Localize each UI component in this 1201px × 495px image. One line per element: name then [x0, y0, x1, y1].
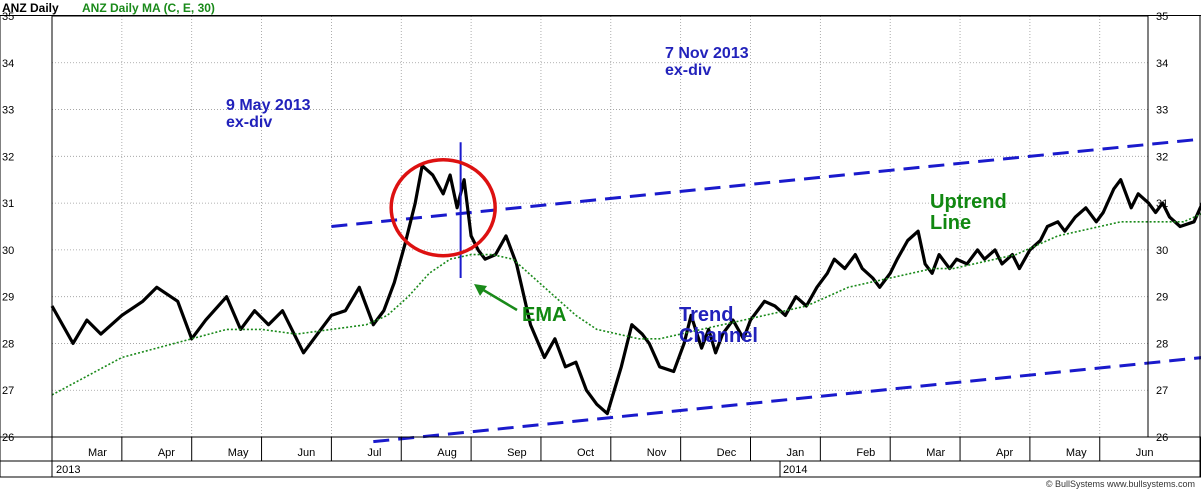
- trend-line-channel-lower: [373, 356, 1201, 444]
- price-series-line: [50, 164, 1201, 416]
- ema-arrow-shaft: [479, 286, 518, 312]
- annotation-trend-channel: Trend Channel: [679, 304, 758, 347]
- month-label: Apr: [158, 447, 175, 459]
- y-tick-label-right: 30: [1156, 245, 1168, 257]
- plot-lines: [50, 137, 1201, 444]
- y-tick-label-left: 34: [2, 58, 14, 70]
- month-label: Mar: [926, 447, 945, 459]
- month-label: Oct: [577, 447, 594, 459]
- month-label: Feb: [856, 447, 875, 459]
- y-tick-label-right: 31: [1156, 198, 1168, 210]
- y-tick-label-left: 29: [2, 292, 14, 304]
- ema-arrow-head: [474, 284, 487, 296]
- year-label: 2013: [56, 464, 80, 476]
- y-tick-label-right: 33: [1156, 105, 1168, 117]
- axes: 26 26 27 27 28 28 29 29 30 30 31 31 32 32 33 33 34 34 35 35…: [0, 11, 1201, 478]
- month-label: Aug: [437, 447, 457, 459]
- copyright-notice: © BullSystems www.bullsystems.com: [1045, 479, 1195, 489]
- annotation-uptrend-line: Uptrend Line: [930, 191, 1007, 234]
- month-label: Jun: [298, 447, 316, 459]
- month-label: May: [228, 447, 249, 459]
- highlight-circle-may: [389, 158, 497, 258]
- y-tick-label-left: 26: [2, 432, 14, 444]
- month-label: Sep: [507, 447, 527, 459]
- year-label: 2014: [783, 464, 807, 476]
- y-tick-label-left: 28: [2, 338, 14, 350]
- y-tick-label-right: 26: [1156, 432, 1168, 444]
- month-label: Dec: [717, 447, 737, 459]
- month-label: May: [1066, 447, 1087, 459]
- y-tick-label-right: 29: [1156, 292, 1168, 304]
- y-tick-label-right: 35: [1156, 11, 1168, 23]
- ma-label: ANZ Daily MA (C, E, 30): [82, 1, 215, 15]
- y-tick-label-left: 35: [2, 11, 14, 23]
- y-tick-label-right: 34: [1156, 58, 1168, 70]
- month-label: Apr: [996, 447, 1013, 459]
- symbol-label: ANZ Daily: [2, 1, 59, 15]
- y-tick-label-left: 31: [2, 198, 14, 210]
- y-tick-label-left: 33: [2, 105, 14, 117]
- month-label: Jul: [367, 447, 381, 459]
- y-tick-label-right: 27: [1156, 385, 1168, 397]
- month-label: Mar: [88, 447, 107, 459]
- y-tick-label-right: 28: [1156, 338, 1168, 350]
- y-tick-label-right: 32: [1156, 151, 1168, 163]
- y-tick-label-left: 27: [2, 385, 14, 397]
- ema-series-line: [51, 213, 1201, 396]
- y-tick-label-left: 32: [2, 151, 14, 163]
- annotation-may-exdiv: 9 May 2013 ex-div: [226, 97, 311, 131]
- month-label: Jun: [1136, 447, 1154, 459]
- date-axis-frame: [0, 436, 1201, 478]
- y-tick-label-left: 30: [2, 245, 14, 257]
- month-label: Jan: [787, 447, 805, 459]
- annotation-ema: EMA: [522, 304, 567, 326]
- annotation-nov-exdiv: 7 Nov 2013 ex-div: [665, 45, 749, 79]
- month-label: Nov: [647, 447, 667, 459]
- trend-line-channel-upper: [331, 137, 1201, 228]
